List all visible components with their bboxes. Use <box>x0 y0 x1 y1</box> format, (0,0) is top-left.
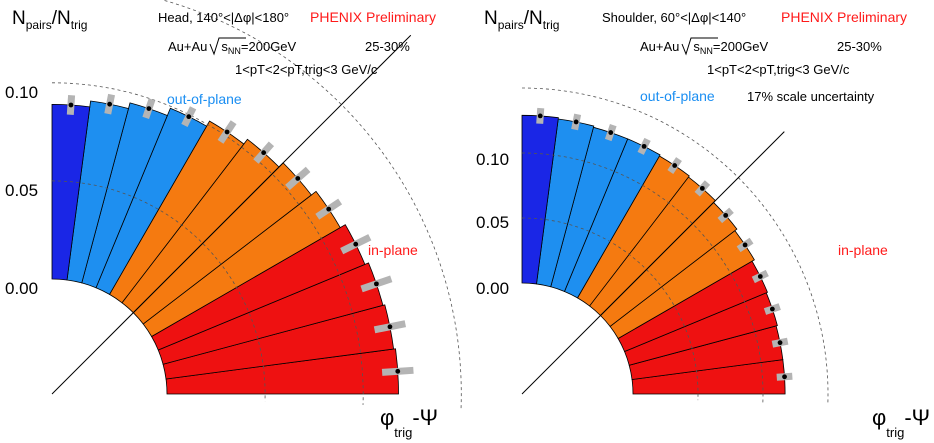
grid-arc-0 <box>521 87 829 405</box>
bar-wedge-0 <box>165 348 399 395</box>
pt-range-label: 1<pT<2<pT,trig<3 GeV/c <box>235 62 378 77</box>
data-point-3 <box>353 241 359 247</box>
data-point-2 <box>374 281 379 287</box>
tick-label-0.00: 0.00 <box>5 279 38 298</box>
y-axis-label: Npairs/Ntrig <box>12 8 87 32</box>
tick-label-0.05: 0.05 <box>476 213 509 232</box>
x-axis-label: φtrig-Ψ <box>380 405 438 440</box>
centrality-label: 25-30% <box>365 39 410 54</box>
chart-title: Shoulder, 60°<|Δφ|<140° <box>602 10 746 25</box>
tick-label-0.05: 0.05 <box>5 181 38 200</box>
bar-wedge-4 <box>142 190 341 338</box>
tick-label-0.10: 0.10 <box>5 83 38 102</box>
grid-arc-2 <box>51 180 266 402</box>
grid-arc-0 <box>161 0 462 409</box>
y-axis-label: Npairs/Ntrig <box>484 8 559 32</box>
bar-wedge-6 <box>121 138 280 314</box>
panel-right: Npairs/Ntrig Shoulder, 60°<|Δφ|<140° PHE… <box>476 8 930 440</box>
data-point-2 <box>769 306 775 312</box>
scale-uncertainty-label: 17% scale uncertainty <box>747 89 875 104</box>
data-point-10 <box>107 101 113 107</box>
system-label: Au+Au sNN=200GeV <box>640 39 769 56</box>
sqrt-sign <box>681 37 718 56</box>
preliminary-label: PHENIX Preliminary <box>310 9 436 25</box>
data-point-11 <box>537 113 543 119</box>
data-point-8 <box>186 114 192 120</box>
x-axis-label: φtrig-Ψ <box>872 405 930 440</box>
out-of-plane-label: out-of-plane <box>167 91 242 107</box>
data-point-10 <box>573 119 579 125</box>
data-point-9 <box>146 106 152 112</box>
data-point-0 <box>395 368 401 374</box>
in-plane-label: in-plane <box>838 242 888 258</box>
grid-arc-1 <box>51 82 364 405</box>
preliminary-label: PHENIX Preliminary <box>781 9 907 25</box>
sqrt-sign <box>209 37 246 56</box>
data-point-6 <box>261 150 267 156</box>
data-point-7 <box>224 129 230 135</box>
bar-wedge-1 <box>162 304 395 380</box>
data-point-0 <box>782 374 787 380</box>
bar-wedge-7 <box>108 120 245 304</box>
data-point-9 <box>608 130 614 135</box>
data-point-4 <box>742 242 748 248</box>
data-point-5 <box>723 212 729 218</box>
chart-title: Head, 140°<|Δφ|<180° <box>158 10 289 25</box>
pt-range-label: 1<pT<2<pT,trig<3 GeV/c <box>707 62 850 77</box>
grid-arc-1 <box>521 152 764 403</box>
data-point-7 <box>672 163 678 168</box>
bar-wedge-11 <box>51 103 91 281</box>
tick-label-0.00: 0.00 <box>476 279 509 298</box>
panel-left: Npairs/Ntrig Head, 140°<|Δφ|<180° PHENIX… <box>5 0 462 440</box>
diagonal-line <box>521 131 785 395</box>
centrality-label: 25-30% <box>837 39 882 54</box>
bar-wedge-3 <box>151 224 366 351</box>
data-point-5 <box>295 176 301 181</box>
bar-wedge-9 <box>81 102 168 289</box>
bar-wedge-8 <box>95 107 208 295</box>
grid-arc-2 <box>521 217 699 401</box>
out-of-plane-label: out-of-plane <box>640 88 715 104</box>
bar-wedge-2 <box>157 262 384 365</box>
tick-label-0.10: 0.10 <box>476 150 509 169</box>
data-point-1 <box>387 324 393 330</box>
data-point-11 <box>68 102 74 108</box>
data-point-8 <box>641 143 647 149</box>
diagonal-line <box>51 34 412 395</box>
data-point-1 <box>777 340 783 346</box>
bar-wedge-10 <box>66 100 129 284</box>
data-point-4 <box>326 206 332 212</box>
in-plane-label: in-plane <box>368 242 418 258</box>
data-point-3 <box>757 274 763 279</box>
data-point-6 <box>699 185 705 191</box>
system-label: Au+Au sNN=200GeV <box>168 39 297 56</box>
bar-wedge-11 <box>521 114 559 285</box>
